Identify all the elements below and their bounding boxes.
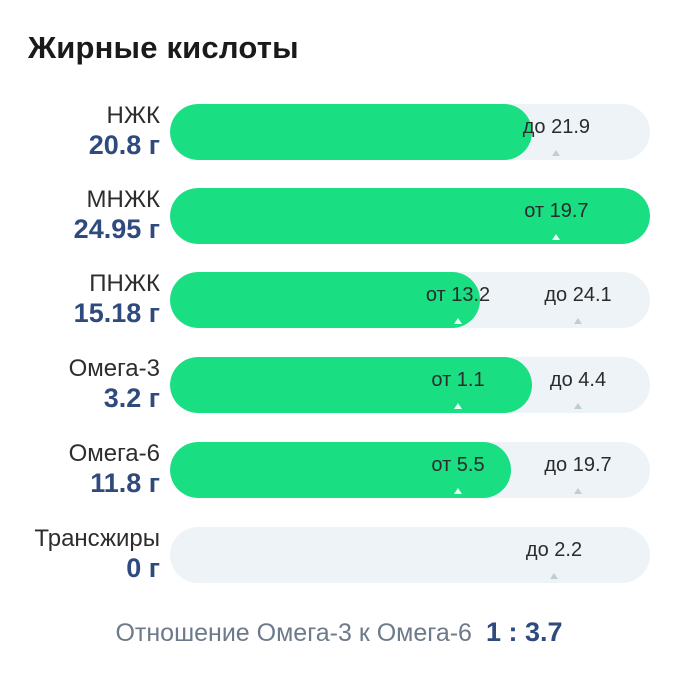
acid-name: НЖК [106,102,160,129]
progress-track: до 2.2 [170,527,650,583]
progress-track: от 1.1 до 4.4 [170,357,650,413]
norm-marker-triangle-icon [454,488,462,494]
acid-name: Омега-6 [68,440,160,467]
norm-marker-triangle-icon [454,318,462,324]
row-label: Омега-6 11.8 г [0,440,160,500]
acid-amount: 3.2 г [103,383,160,413]
progress-track: от 19.7 [170,188,650,244]
progress-fill [170,272,480,328]
acid-name: Трансжиры [34,525,160,552]
progress-fill [170,357,532,413]
acid-amount: 11.8 г [90,468,160,498]
norm-marker-label: от 5.5 [431,454,485,476]
norm-marker-label: до 2.2 [525,539,583,561]
section-title: Жирные кислоты [28,30,299,65]
norm-marker-triangle-icon [550,573,558,579]
fatty-acid-row-omega-6: Омега-6 11.8 г от 5.5 до 19.7 [0,440,678,500]
progress-fill [170,188,650,244]
row-label: Трансжиры 0 г [0,525,160,585]
norm-marker-triangle-icon [574,488,582,494]
acid-name: МНЖК [86,186,160,213]
fatty-acid-row-pnzhk: ПНЖК 15.18 г от 13.2 до 24.1 [0,270,678,330]
progress-track: от 13.2 до 24.1 [170,272,650,328]
omega-ratio: Отношение Омега-3 к Омега-6 1 : 3.7 [0,617,678,648]
norm-marker-label: до 4.4 [549,369,607,391]
acid-amount: 0 г [126,553,160,583]
norm-marker-label: от 1.1 [431,369,485,391]
acid-amount: 20.8 г [88,130,160,160]
norm-marker-label: до 19.7 [544,454,612,476]
row-label: ПНЖК 15.18 г [0,270,160,330]
omega-ratio-value: 1 : 3.7 [485,617,563,647]
progress-track: от 5.5 до 19.7 [170,442,650,498]
norm-marker-triangle-icon [574,318,582,324]
row-label: НЖК 20.8 г [0,102,160,162]
norm-marker-label: до 24.1 [544,284,612,306]
fatty-acid-row-nzhk: НЖК 20.8 г до 21.9 [0,102,678,162]
fatty-acid-row-mnzhk: МНЖК 24.95 г от 19.7 [0,186,678,246]
acid-amount: 15.18 г [73,298,160,328]
norm-marker-triangle-icon [552,150,561,156]
acid-name: Омега-3 [68,355,160,382]
norm-marker-label: от 13.2 [425,284,491,306]
fatty-acid-row-omega-3: Омега-3 3.2 г от 1.1 до 4.4 [0,355,678,415]
row-label: МНЖК 24.95 г [0,186,160,246]
progress-track: до 21.9 [170,104,650,160]
norm-marker-triangle-icon [552,234,561,240]
norm-marker-label: до 21.9 [522,116,591,138]
progress-fill [170,104,532,160]
fatty-acid-row-trans-fats: Трансжиры 0 г до 2.2 [0,525,678,585]
norm-marker-label: от 19.7 [524,200,589,222]
acid-amount: 24.95 г [73,214,160,244]
norm-marker-triangle-icon [454,403,462,409]
norm-marker-triangle-icon [574,403,582,409]
omega-ratio-label: Отношение Омега-3 к Омега-6 [115,619,472,647]
acid-name: ПНЖК [89,270,160,297]
row-label: Омега-3 3.2 г [0,355,160,415]
